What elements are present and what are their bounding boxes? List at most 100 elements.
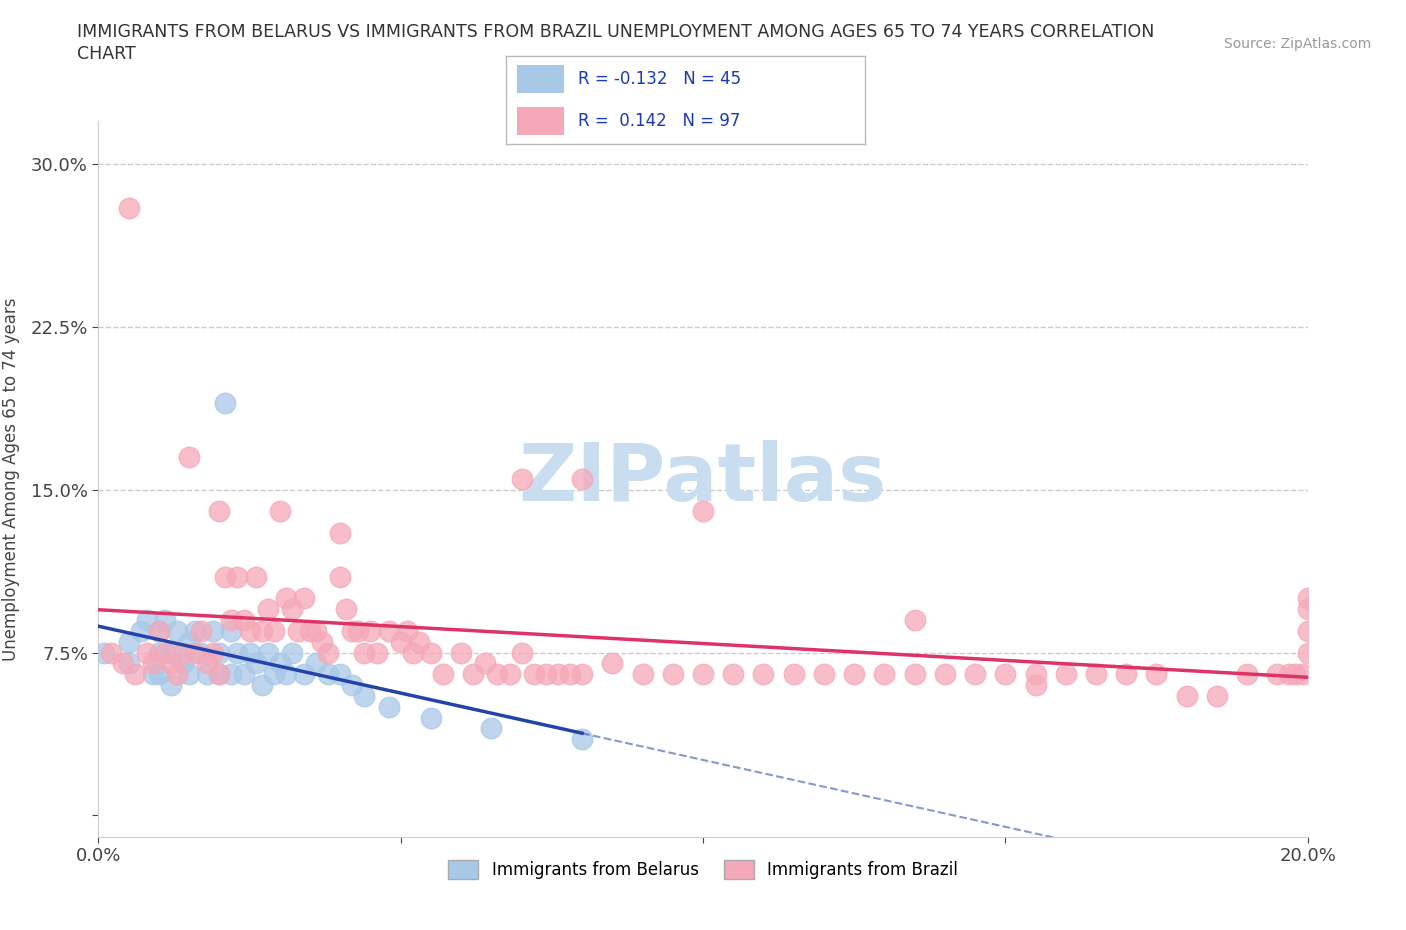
- Point: [534, 667, 557, 682]
- Point: [160, 645, 183, 660]
- Point: [172, 645, 194, 660]
- Point: [335, 602, 357, 617]
- Point: [190, 645, 212, 660]
- Point: [239, 645, 262, 660]
- Point: [1278, 667, 1301, 682]
- Point: [1284, 667, 1306, 682]
- Text: R = -0.132   N = 45: R = -0.132 N = 45: [578, 70, 741, 87]
- Point: [195, 656, 218, 671]
- Text: IMMIGRANTS FROM BELARUS VS IMMIGRANTS FROM BRAZIL UNEMPLOYMENT AMONG AGES 65 TO : IMMIGRANTS FROM BELARUS VS IMMIGRANTS FR…: [77, 23, 1154, 41]
- Point: [281, 645, 304, 660]
- Point: [305, 623, 328, 638]
- Point: [292, 667, 315, 682]
- Point: [226, 569, 249, 584]
- Text: CHART: CHART: [77, 45, 136, 62]
- Point: [1115, 667, 1137, 682]
- Point: [904, 667, 927, 682]
- Point: [353, 688, 375, 703]
- Point: [402, 645, 425, 660]
- Point: [1175, 688, 1198, 703]
- Point: [148, 645, 170, 660]
- Point: [1024, 667, 1046, 682]
- Point: [232, 613, 254, 628]
- Point: [347, 623, 370, 638]
- Point: [135, 645, 157, 660]
- Point: [342, 623, 364, 638]
- Point: [281, 602, 304, 617]
- FancyBboxPatch shape: [517, 65, 564, 93]
- Point: [723, 667, 745, 682]
- Legend: Immigrants from Belarus, Immigrants from Brazil: Immigrants from Belarus, Immigrants from…: [441, 854, 965, 886]
- Point: [873, 667, 896, 682]
- Point: [256, 645, 278, 660]
- Point: [160, 678, 183, 693]
- Point: [329, 525, 352, 540]
- Point: [179, 667, 201, 682]
- Text: Source: ZipAtlas.com: Source: ZipAtlas.com: [1223, 37, 1371, 51]
- Point: [221, 623, 243, 638]
- Point: [153, 645, 176, 660]
- Point: [250, 623, 273, 638]
- Point: [118, 634, 141, 649]
- Point: [269, 504, 291, 519]
- Point: [160, 656, 183, 671]
- Point: [316, 645, 339, 660]
- Point: [148, 667, 170, 682]
- Point: [661, 667, 683, 682]
- Point: [274, 667, 297, 682]
- Point: [1054, 667, 1077, 682]
- Point: [420, 711, 443, 725]
- Point: [166, 667, 188, 682]
- Point: [904, 613, 927, 628]
- Y-axis label: Unemployment Among Ages 65 to 74 years: Unemployment Among Ages 65 to 74 years: [1, 298, 20, 660]
- Point: [1296, 602, 1319, 617]
- Point: [153, 613, 176, 628]
- Point: [463, 667, 485, 682]
- Point: [195, 667, 218, 682]
- Point: [1296, 645, 1319, 660]
- Point: [1267, 667, 1289, 682]
- Point: [1144, 667, 1167, 682]
- Point: [124, 667, 146, 682]
- Point: [142, 656, 165, 671]
- Point: [631, 667, 654, 682]
- Point: [135, 613, 157, 628]
- Point: [208, 645, 231, 660]
- Point: [366, 645, 388, 660]
- Point: [190, 623, 212, 638]
- Point: [1024, 678, 1046, 693]
- Point: [221, 667, 243, 682]
- Point: [129, 623, 152, 638]
- Point: [1206, 688, 1229, 703]
- Point: [329, 569, 352, 584]
- Point: [571, 667, 593, 682]
- Text: R =  0.142   N = 97: R = 0.142 N = 97: [578, 113, 740, 130]
- Point: [389, 634, 412, 649]
- Point: [353, 645, 375, 660]
- Point: [142, 667, 165, 682]
- Point: [148, 623, 170, 638]
- Point: [100, 645, 122, 660]
- Point: [342, 678, 364, 693]
- Point: [214, 569, 236, 584]
- Point: [752, 667, 775, 682]
- Point: [377, 699, 399, 714]
- Point: [299, 623, 322, 638]
- Point: [118, 200, 141, 215]
- Point: [245, 569, 267, 584]
- Point: [994, 667, 1017, 682]
- Point: [214, 395, 236, 410]
- Point: [360, 623, 382, 638]
- Point: [571, 732, 593, 747]
- Point: [239, 623, 262, 638]
- Point: [311, 634, 333, 649]
- Point: [558, 667, 581, 682]
- Point: [202, 645, 225, 660]
- Point: [93, 645, 115, 660]
- Point: [510, 645, 533, 660]
- Point: [1236, 667, 1258, 682]
- Point: [305, 656, 328, 671]
- Point: [208, 667, 231, 682]
- Point: [692, 667, 714, 682]
- Point: [292, 591, 315, 605]
